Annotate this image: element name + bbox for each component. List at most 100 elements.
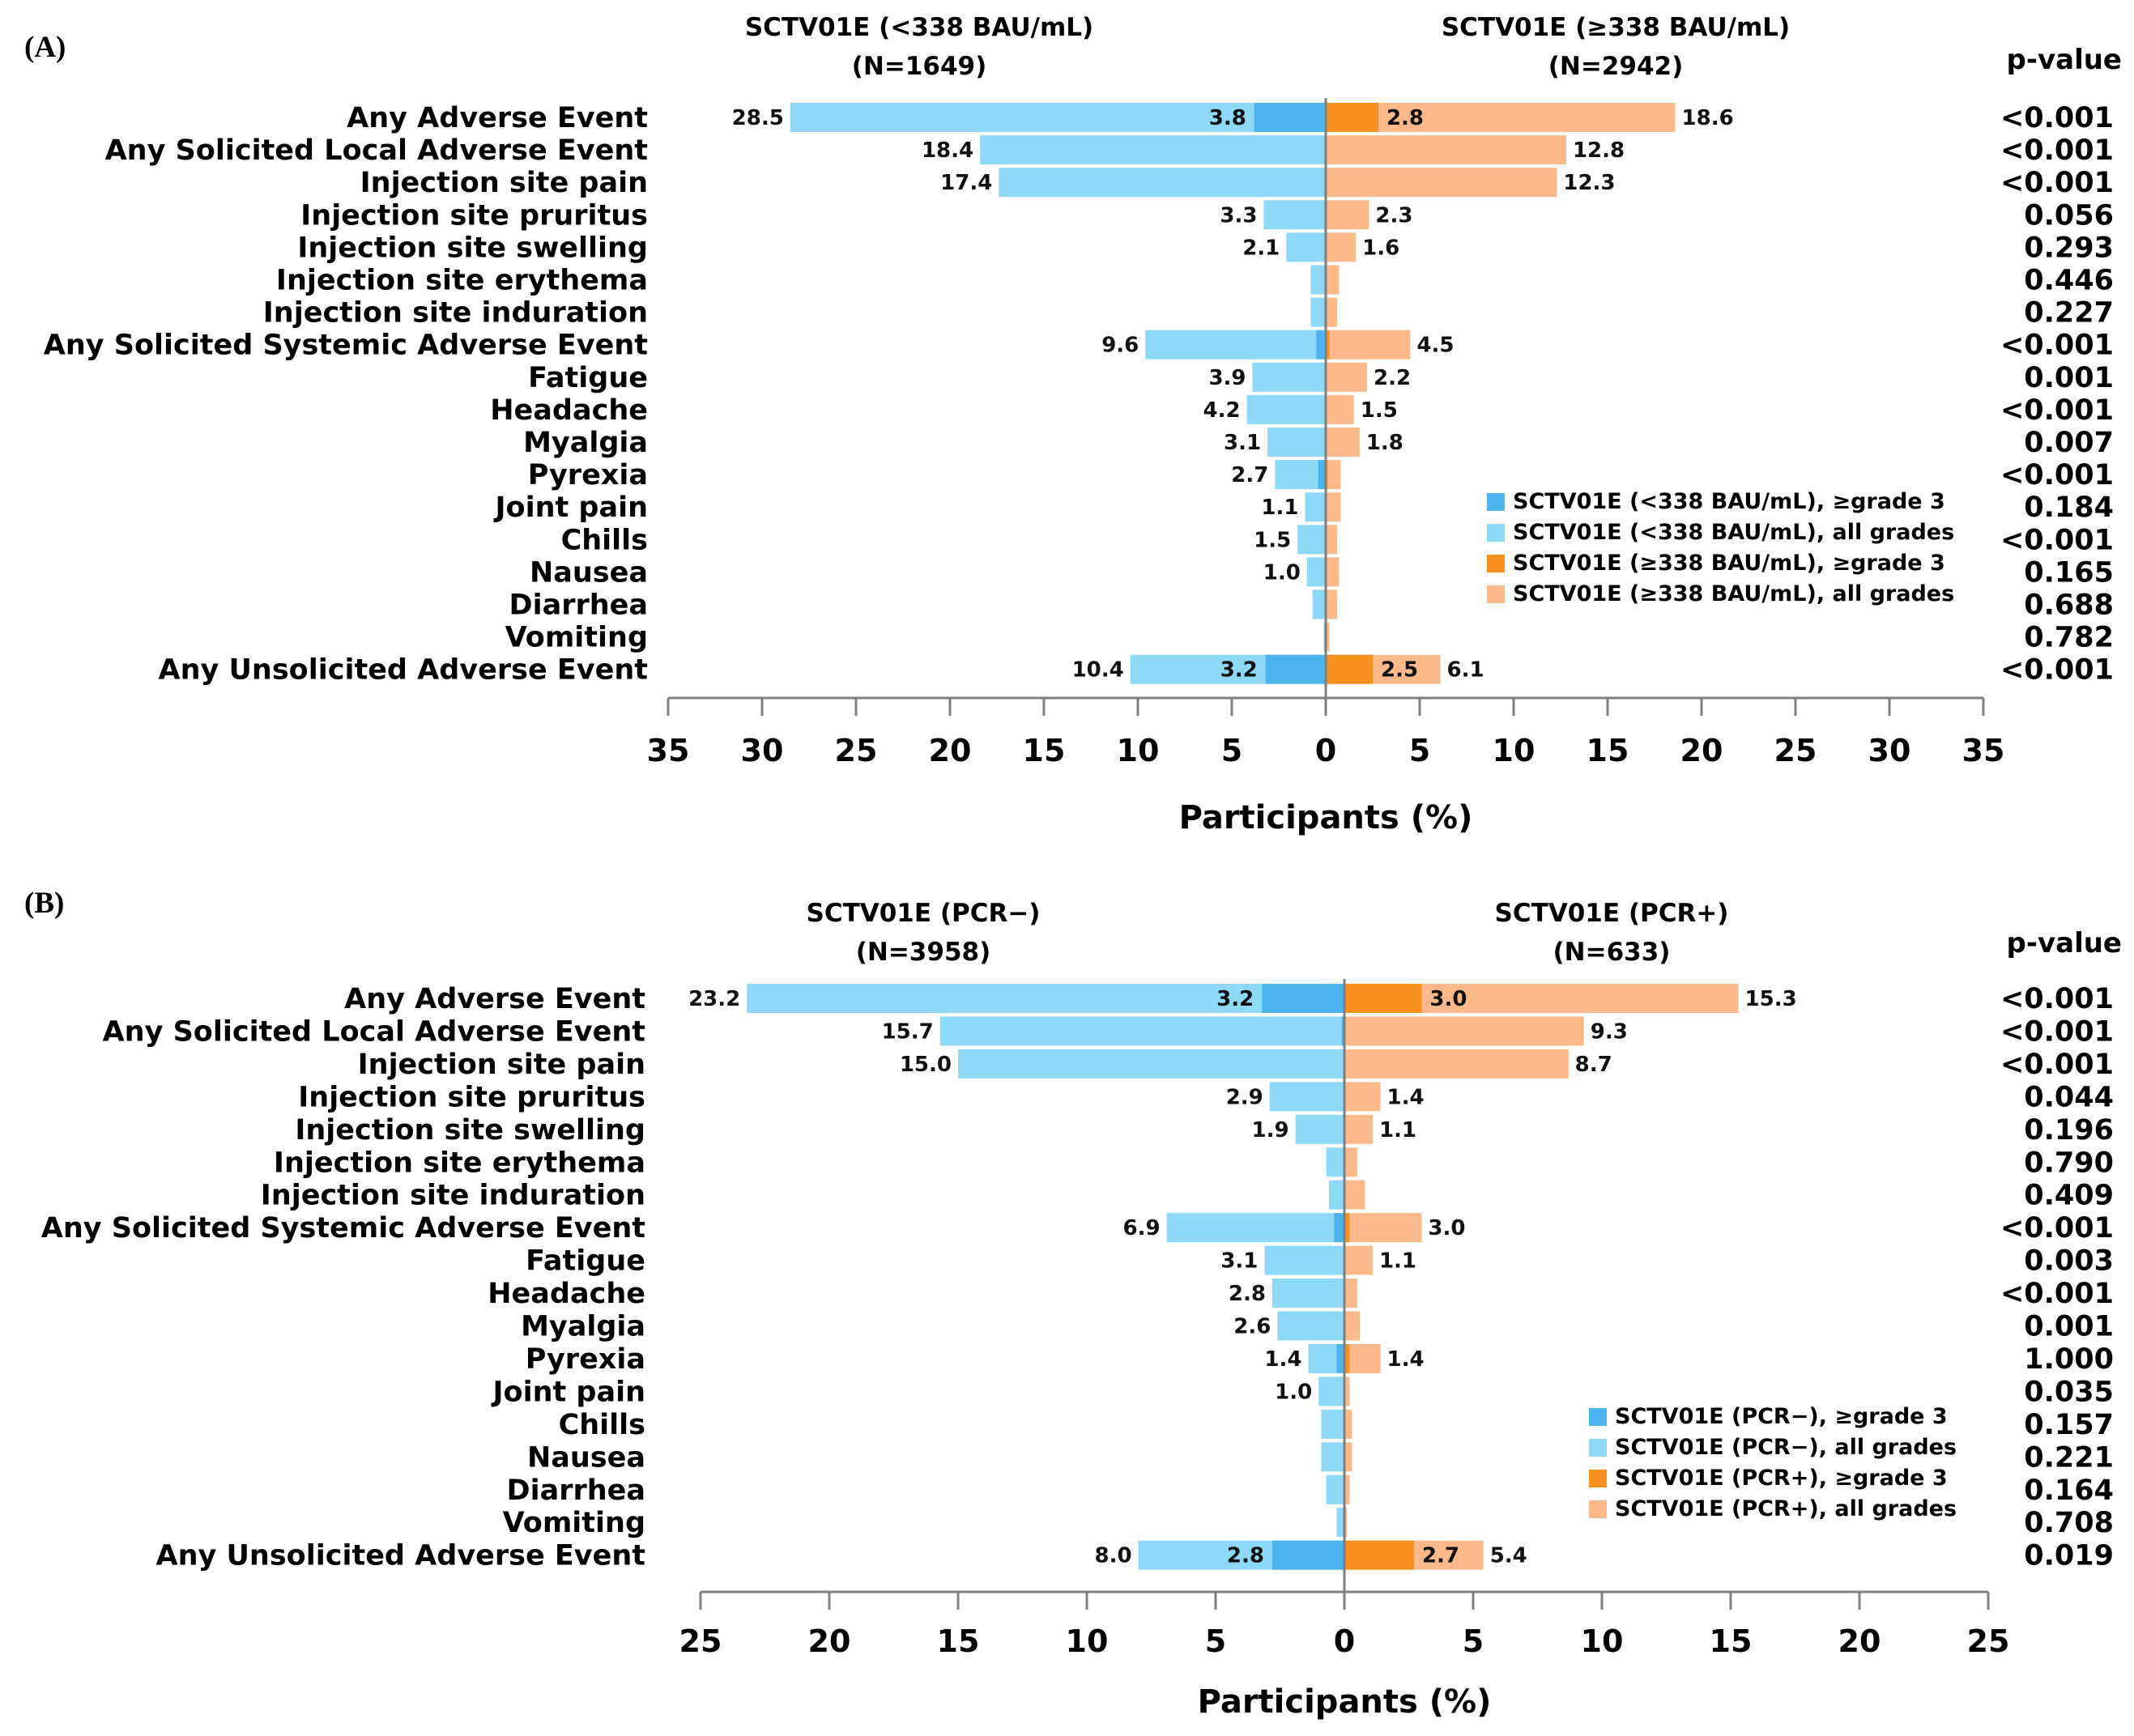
panel-b-p-value: 0.003 bbox=[2024, 1245, 2114, 1278]
panel-a-legend-swatch bbox=[1487, 555, 1505, 572]
panel-b-legend-label: SCTV01E (PCR−), ≥grade 3 bbox=[1615, 1404, 1948, 1429]
panel-b-category-label: Vomiting bbox=[503, 1507, 645, 1539]
panel-b-x-tick-label: 20 bbox=[1838, 1623, 1881, 1659]
panel-a-label: (A) bbox=[24, 31, 66, 64]
panel-b-category-label: Nausea bbox=[527, 1441, 645, 1474]
panel-a-value-label-right: 6.1 bbox=[1447, 658, 1484, 683]
panel-b-value-label-right: 1.1 bbox=[1379, 1118, 1416, 1142]
panel-b-value-label-left: 1.0 bbox=[1275, 1380, 1312, 1404]
panel-a-value-label-left: 1.5 bbox=[1254, 528, 1291, 552]
panel-a-x-axis-title: Participants (%) bbox=[1179, 799, 1473, 836]
panel-a-bar-left-all-grades bbox=[1312, 589, 1326, 619]
panel-a-value-label-left: 2.7 bbox=[1231, 463, 1268, 487]
panel-a-bar-right-grade3 bbox=[1326, 103, 1378, 132]
panel-a-x-tick-label: 0 bbox=[1315, 733, 1336, 768]
panel-a-x-tick-label: 5 bbox=[1221, 733, 1242, 768]
panel-a-p-value: 0.184 bbox=[2024, 491, 2114, 524]
panel-a-bar-right-grade3 bbox=[1326, 330, 1330, 360]
panel-a-value-label-left: 9.6 bbox=[1101, 334, 1139, 358]
panel-b-p-value: <0.001 bbox=[2000, 1212, 2114, 1245]
panel-b-bar-right-all-grades bbox=[1344, 1147, 1357, 1177]
panel-b-value-label-left: 15.0 bbox=[900, 1053, 952, 1077]
panel-a-value-label-left: 3.3 bbox=[1220, 203, 1257, 228]
panel-b-legend-swatch bbox=[1589, 1500, 1607, 1518]
panel-a-left-group-title: SCTV01E (<338 BAU/mL) bbox=[745, 13, 1093, 42]
panel-a-x-tick-label: 35 bbox=[647, 733, 690, 768]
panel-a-value-label-right: 1.6 bbox=[1362, 236, 1399, 260]
panel-a-bar-left-all-grades bbox=[999, 168, 1326, 198]
panel-b-category-label: Injection site induration bbox=[261, 1180, 645, 1212]
panel-a-x-tick-label: 10 bbox=[1117, 733, 1160, 768]
panel-b-value-label-left-grade3: 3.2 bbox=[1216, 987, 1254, 1011]
panel-a-category-label: Pyrexia bbox=[528, 459, 648, 491]
panel-a-category-label: Any Adverse Event bbox=[347, 102, 648, 134]
panel-a-category-label: Diarrhea bbox=[509, 589, 648, 622]
panel-b-bar-left-all-grades bbox=[1295, 1114, 1344, 1144]
panel-a-p-value: 0.446 bbox=[2024, 265, 2114, 297]
panel-a-bar-left-all-grades bbox=[1267, 428, 1326, 457]
panel-a-bar-right-all-grades bbox=[1326, 622, 1330, 652]
panel-a-category-label: Vomiting bbox=[505, 622, 648, 654]
panel-b-p-value: 0.790 bbox=[2024, 1147, 2114, 1179]
panel-b-legend-swatch bbox=[1589, 1408, 1607, 1426]
panel-a-value-label-right: 4.5 bbox=[1416, 334, 1454, 358]
panel-b-x-tick-label: 10 bbox=[1066, 1623, 1109, 1659]
panel-a-value-label-left: 28.5 bbox=[732, 106, 784, 130]
panel-a-p-value-header: p-value bbox=[2007, 44, 2122, 76]
panel-a-bar-right-all-grades bbox=[1326, 103, 1676, 132]
panel-b-value-label-right: 8.7 bbox=[1575, 1053, 1612, 1077]
panel-b-bar-right-all-grades bbox=[1344, 1279, 1357, 1308]
panel-b-legend-label: SCTV01E (PCR−), all grades bbox=[1615, 1435, 1957, 1460]
panel-a-value-label-left: 10.4 bbox=[1072, 658, 1124, 683]
panel-b-bar-left-all-grades bbox=[958, 1049, 1344, 1079]
panel-b-value-label-right-grade3: 2.7 bbox=[1422, 1544, 1459, 1568]
panel-b-bar-left-all-grades bbox=[939, 1016, 1344, 1046]
panel-b-left-group-n: (N=3958) bbox=[856, 938, 991, 967]
panel-b-category-label: Pyrexia bbox=[526, 1343, 645, 1376]
panel-b-value-label-left: 8.0 bbox=[1095, 1544, 1132, 1568]
panel-b-value-label-left: 2.9 bbox=[1226, 1085, 1263, 1109]
panel-a-category-label: Any Solicited Systemic Adverse Event bbox=[44, 330, 648, 362]
panel-b-left-group-title: SCTV01E (PCR−) bbox=[807, 899, 1041, 928]
panel-a-p-value: 0.782 bbox=[2024, 622, 2114, 654]
panel-b-label: (B) bbox=[24, 887, 64, 920]
panel-b-category-label: Myalgia bbox=[521, 1311, 645, 1343]
panel-b-p-value: 0.221 bbox=[2024, 1441, 2114, 1474]
panel-b-bar-right-all-grades bbox=[1344, 1474, 1350, 1504]
panel-b-category-label: Injection site swelling bbox=[295, 1114, 645, 1147]
panel-b-category-label: Fatigue bbox=[526, 1245, 645, 1278]
panel-b-value-label-left: 2.8 bbox=[1229, 1282, 1266, 1306]
panel-b-bar-left-all-grades bbox=[1326, 1474, 1344, 1504]
panel-b-x-tick-label: 15 bbox=[937, 1623, 980, 1659]
panel-a-category-label: Injection site induration bbox=[263, 297, 648, 330]
panel-b-bar-right-all-grades bbox=[1344, 1213, 1422, 1243]
panel-a-x-tick-label: 30 bbox=[741, 733, 784, 768]
panel-a-p-value: <0.001 bbox=[2000, 102, 2114, 134]
panel-a-p-value: <0.001 bbox=[2000, 524, 2114, 556]
panel-b-plot: Any Adverse Event <0.001 23.2 15.3 3.2 3.0 Any… bbox=[41, 979, 2114, 1659]
panel-a-x-tick-label: 20 bbox=[929, 733, 972, 768]
panel-b-bar-left-all-grades bbox=[1336, 1508, 1344, 1538]
panel-b-category-label: Injection site pruritus bbox=[298, 1081, 645, 1113]
panel-b-bar-left-all-grades bbox=[1277, 1311, 1344, 1341]
panel-a-value-label-right-grade3: 2.5 bbox=[1381, 658, 1418, 683]
panel-b-bar-right-all-grades bbox=[1344, 1409, 1352, 1439]
panel-a-value-label-left: 1.1 bbox=[1261, 496, 1298, 520]
panel-b-bar-left-all-grades bbox=[1326, 1147, 1344, 1177]
panel-a-category-label: Injection site erythema bbox=[276, 265, 648, 297]
panel-a-bar-right-all-grades bbox=[1326, 362, 1368, 392]
panel-a-value-label-left-grade3: 3.2 bbox=[1220, 658, 1258, 683]
panel-b-p-value: 0.196 bbox=[2024, 1114, 2114, 1147]
panel-a-bar-left-all-grades bbox=[1286, 232, 1326, 262]
panel-a-value-label-left: 17.4 bbox=[940, 171, 992, 195]
panel-a-p-value: 0.007 bbox=[2024, 427, 2114, 459]
panel-a-x-tick-label: 35 bbox=[1962, 733, 2005, 768]
panel-a-value-label-right: 18.6 bbox=[1682, 106, 1734, 130]
panel-a-bar-right-all-grades bbox=[1326, 232, 1357, 262]
panel-a-bar-left-all-grades bbox=[1306, 557, 1326, 587]
panel-b-p-value: 0.035 bbox=[2024, 1376, 2114, 1408]
panel-b-p-value: 0.708 bbox=[2024, 1507, 2114, 1539]
panel-b-p-value: <0.001 bbox=[2000, 1049, 2114, 1081]
panel-a-bar-left-grade3 bbox=[1265, 654, 1326, 684]
panel-a-legend-label: SCTV01E (≥338 BAU/mL), all grades bbox=[1513, 581, 1954, 606]
